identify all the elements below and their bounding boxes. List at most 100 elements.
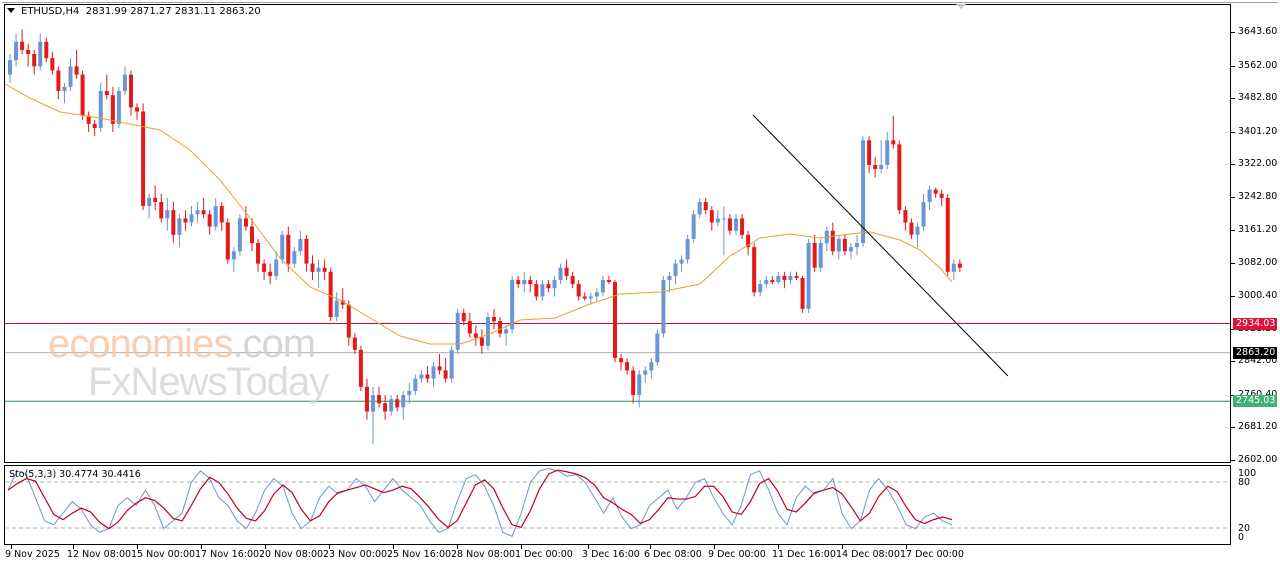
candle-body xyxy=(776,275,781,283)
candle-body xyxy=(280,234,285,260)
candle-body xyxy=(298,238,303,252)
candle-body xyxy=(873,164,878,170)
candle-body xyxy=(286,234,291,264)
candle-body xyxy=(274,259,279,276)
price-tick xyxy=(1231,98,1235,100)
candle-body xyxy=(661,280,666,334)
candle-body xyxy=(897,144,902,211)
candle-body xyxy=(485,317,490,346)
candle-body xyxy=(649,362,654,371)
time-label: 1 Dec 00:00 xyxy=(515,549,573,560)
candle-body xyxy=(879,164,884,170)
candle-body xyxy=(558,267,563,281)
price-label: 3562.00 xyxy=(1238,59,1278,71)
candle-body xyxy=(546,284,551,289)
candle-body xyxy=(709,210,714,223)
candle-body xyxy=(425,374,430,379)
candle-body xyxy=(328,271,333,318)
candle-body xyxy=(243,218,248,227)
chart-title: ETHUSD,H4 2831.99 2871.27 2831.11 2863.2… xyxy=(7,6,261,17)
candle-body xyxy=(613,282,617,359)
candle-body xyxy=(806,243,811,309)
candle-body xyxy=(667,275,672,281)
candle-body xyxy=(915,226,920,235)
candle-body xyxy=(14,41,19,61)
candle-body xyxy=(358,349,363,387)
candle-body xyxy=(104,91,109,96)
price-label: 2760.40 xyxy=(1238,389,1277,400)
time-tick xyxy=(137,545,138,549)
time-tick xyxy=(521,545,522,549)
watermark-text-a: economies xyxy=(48,322,233,366)
candle-body xyxy=(473,333,478,338)
candle-body xyxy=(56,70,61,92)
candle-body xyxy=(377,395,382,404)
chart-shift-marker-icon[interactable] xyxy=(956,4,966,9)
time-tick xyxy=(393,545,394,549)
time-tick xyxy=(650,545,651,549)
candle-body xyxy=(455,312,460,350)
dropdown-triangle-icon[interactable] xyxy=(7,8,15,13)
time-label: 15 Nov 00:00 xyxy=(131,549,196,560)
stochastic-pane[interactable] xyxy=(4,465,1231,545)
stoch-level-label: 80 xyxy=(1238,477,1251,488)
price-chart-pane[interactable] xyxy=(4,4,1231,463)
time-tick xyxy=(11,545,12,549)
candle-body xyxy=(600,280,605,293)
candle-body xyxy=(122,74,127,92)
candle-body xyxy=(153,197,158,202)
time-label: 9 Nov 2025 xyxy=(5,549,60,560)
candle-body xyxy=(552,280,557,289)
candle-body xyxy=(292,251,297,264)
candle-body xyxy=(231,251,236,260)
time-tick xyxy=(906,545,907,549)
support-tag: 2745.03 xyxy=(1233,395,1277,408)
time-tick xyxy=(778,545,779,549)
candle-body xyxy=(304,238,309,264)
candle-body xyxy=(141,111,146,207)
candle-body xyxy=(945,197,950,272)
price-label: 3482.80 xyxy=(1238,92,1278,104)
candle-body xyxy=(129,74,133,108)
price-label: 2681.20 xyxy=(1238,421,1278,433)
candle-body xyxy=(498,321,503,334)
resistance-tag: 2934.03 xyxy=(1233,317,1277,330)
time-label: 14 Dec 08:00 xyxy=(836,549,900,560)
candle-body xyxy=(207,214,212,227)
stoch-level-label: 20 xyxy=(1238,523,1251,534)
candle-body xyxy=(836,238,841,252)
candle-body xyxy=(891,140,896,145)
candle-body xyxy=(570,275,575,285)
candle-body xyxy=(637,374,642,396)
candle-body xyxy=(165,210,170,219)
candle-body xyxy=(679,259,684,264)
candle-body xyxy=(183,218,188,223)
candle-body xyxy=(395,399,400,408)
candle-body xyxy=(413,378,418,391)
candle-body xyxy=(26,49,31,55)
price-label: 3082.00 xyxy=(1238,256,1278,268)
candle-body xyxy=(225,222,230,260)
candle-body xyxy=(625,362,630,371)
candle-body xyxy=(195,210,200,215)
time-tick xyxy=(265,545,266,549)
candle-body xyxy=(927,189,932,202)
time-tick xyxy=(714,545,715,549)
price-label: 3242.80 xyxy=(1238,190,1278,202)
candle-body xyxy=(171,210,176,235)
time-label: 12 Nov 08:00 xyxy=(67,549,132,560)
stochastic-main-line xyxy=(7,468,953,537)
candle-body xyxy=(32,54,37,67)
candle-body xyxy=(419,374,424,379)
current-price-tag: 2863.20 xyxy=(1233,346,1277,359)
candle-body xyxy=(516,280,521,285)
candle-body xyxy=(50,58,55,71)
candle-body xyxy=(346,304,351,338)
ohlc-values: 2831.99 2871.27 2831.11 2863.20 xyxy=(85,6,261,17)
candle-body xyxy=(92,123,97,128)
candle-body xyxy=(213,206,218,227)
watermark-fxnewstoday: FxNewsToday xyxy=(88,360,329,404)
candle-body xyxy=(250,226,254,244)
candle-body xyxy=(691,214,696,239)
